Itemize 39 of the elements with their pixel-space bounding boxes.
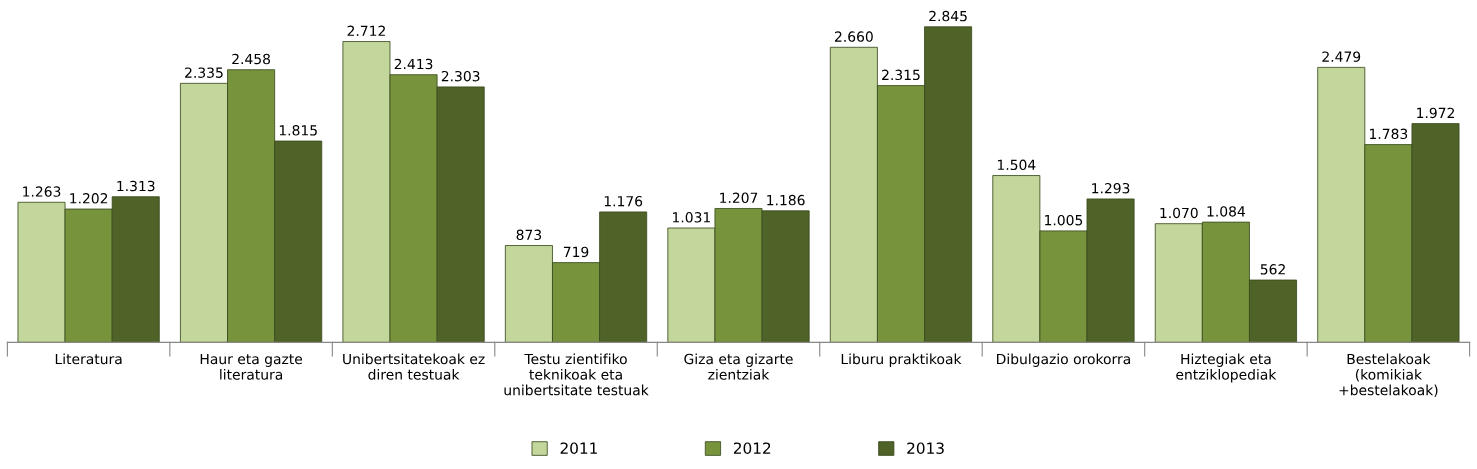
data-label: 873: [516, 229, 542, 241]
data-label: 1.084: [1207, 206, 1246, 217]
legend-label: 2011: [560, 442, 597, 454]
data-label: 1.783: [1370, 128, 1408, 140]
data-label: 2.712: [347, 25, 385, 36]
data-label: 2.845: [929, 10, 967, 22]
x-tick-label: Unibertsitatekoak ez diren testuak: [343, 353, 485, 380]
data-label: 1.815: [279, 125, 317, 136]
data-label: 1.972: [1417, 107, 1454, 119]
data-label: 1.202: [70, 193, 108, 204]
data-label: 1.313: [117, 180, 155, 192]
data-label: 1.031: [673, 212, 710, 223]
x-tick-label: Liburu praktikoak: [841, 353, 962, 367]
data-label: 2.479: [1322, 51, 1361, 62]
x-tick-label: Literatura: [55, 353, 122, 365]
data-label: 2.315: [882, 69, 920, 81]
data-label: 1.186: [767, 194, 805, 206]
legend-label: 2012: [733, 442, 771, 454]
data-label: 2.660: [834, 31, 873, 42]
data-label: 2.413: [394, 58, 433, 70]
data-label: 1.293: [1092, 182, 1130, 194]
data-label: 2.303: [441, 70, 480, 82]
data-label: 2.335: [185, 67, 223, 78]
data-label: 1.176: [604, 195, 643, 207]
data-label: 719: [563, 246, 589, 258]
data-label: 1.263: [23, 186, 61, 197]
data-label: 1.070: [1160, 207, 1198, 219]
data-label: 1.504: [997, 159, 1036, 171]
x-tick-label: Giza eta gizarte zientziak: [684, 353, 793, 380]
data-label: 1.005: [1045, 214, 1083, 226]
data-label: 1.207: [720, 192, 758, 204]
data-label: 562: [1260, 264, 1285, 275]
x-tick-label: Dibulgazio orokorra: [997, 353, 1130, 367]
data-label: 2.458: [232, 53, 271, 65]
x-tick-label: Testu zientifiko teknikoak eta unibertsitate testuak: [504, 353, 649, 396]
x-tick-label: Hiztegiak eta entziklopediak: [1176, 353, 1277, 383]
x-tick-label: Bestelakoak (komikiak +bestelakoak): [1339, 353, 1438, 397]
legend-label: 2013: [907, 442, 944, 454]
x-tick-label: Haur eta gazte literatura: [200, 353, 303, 380]
